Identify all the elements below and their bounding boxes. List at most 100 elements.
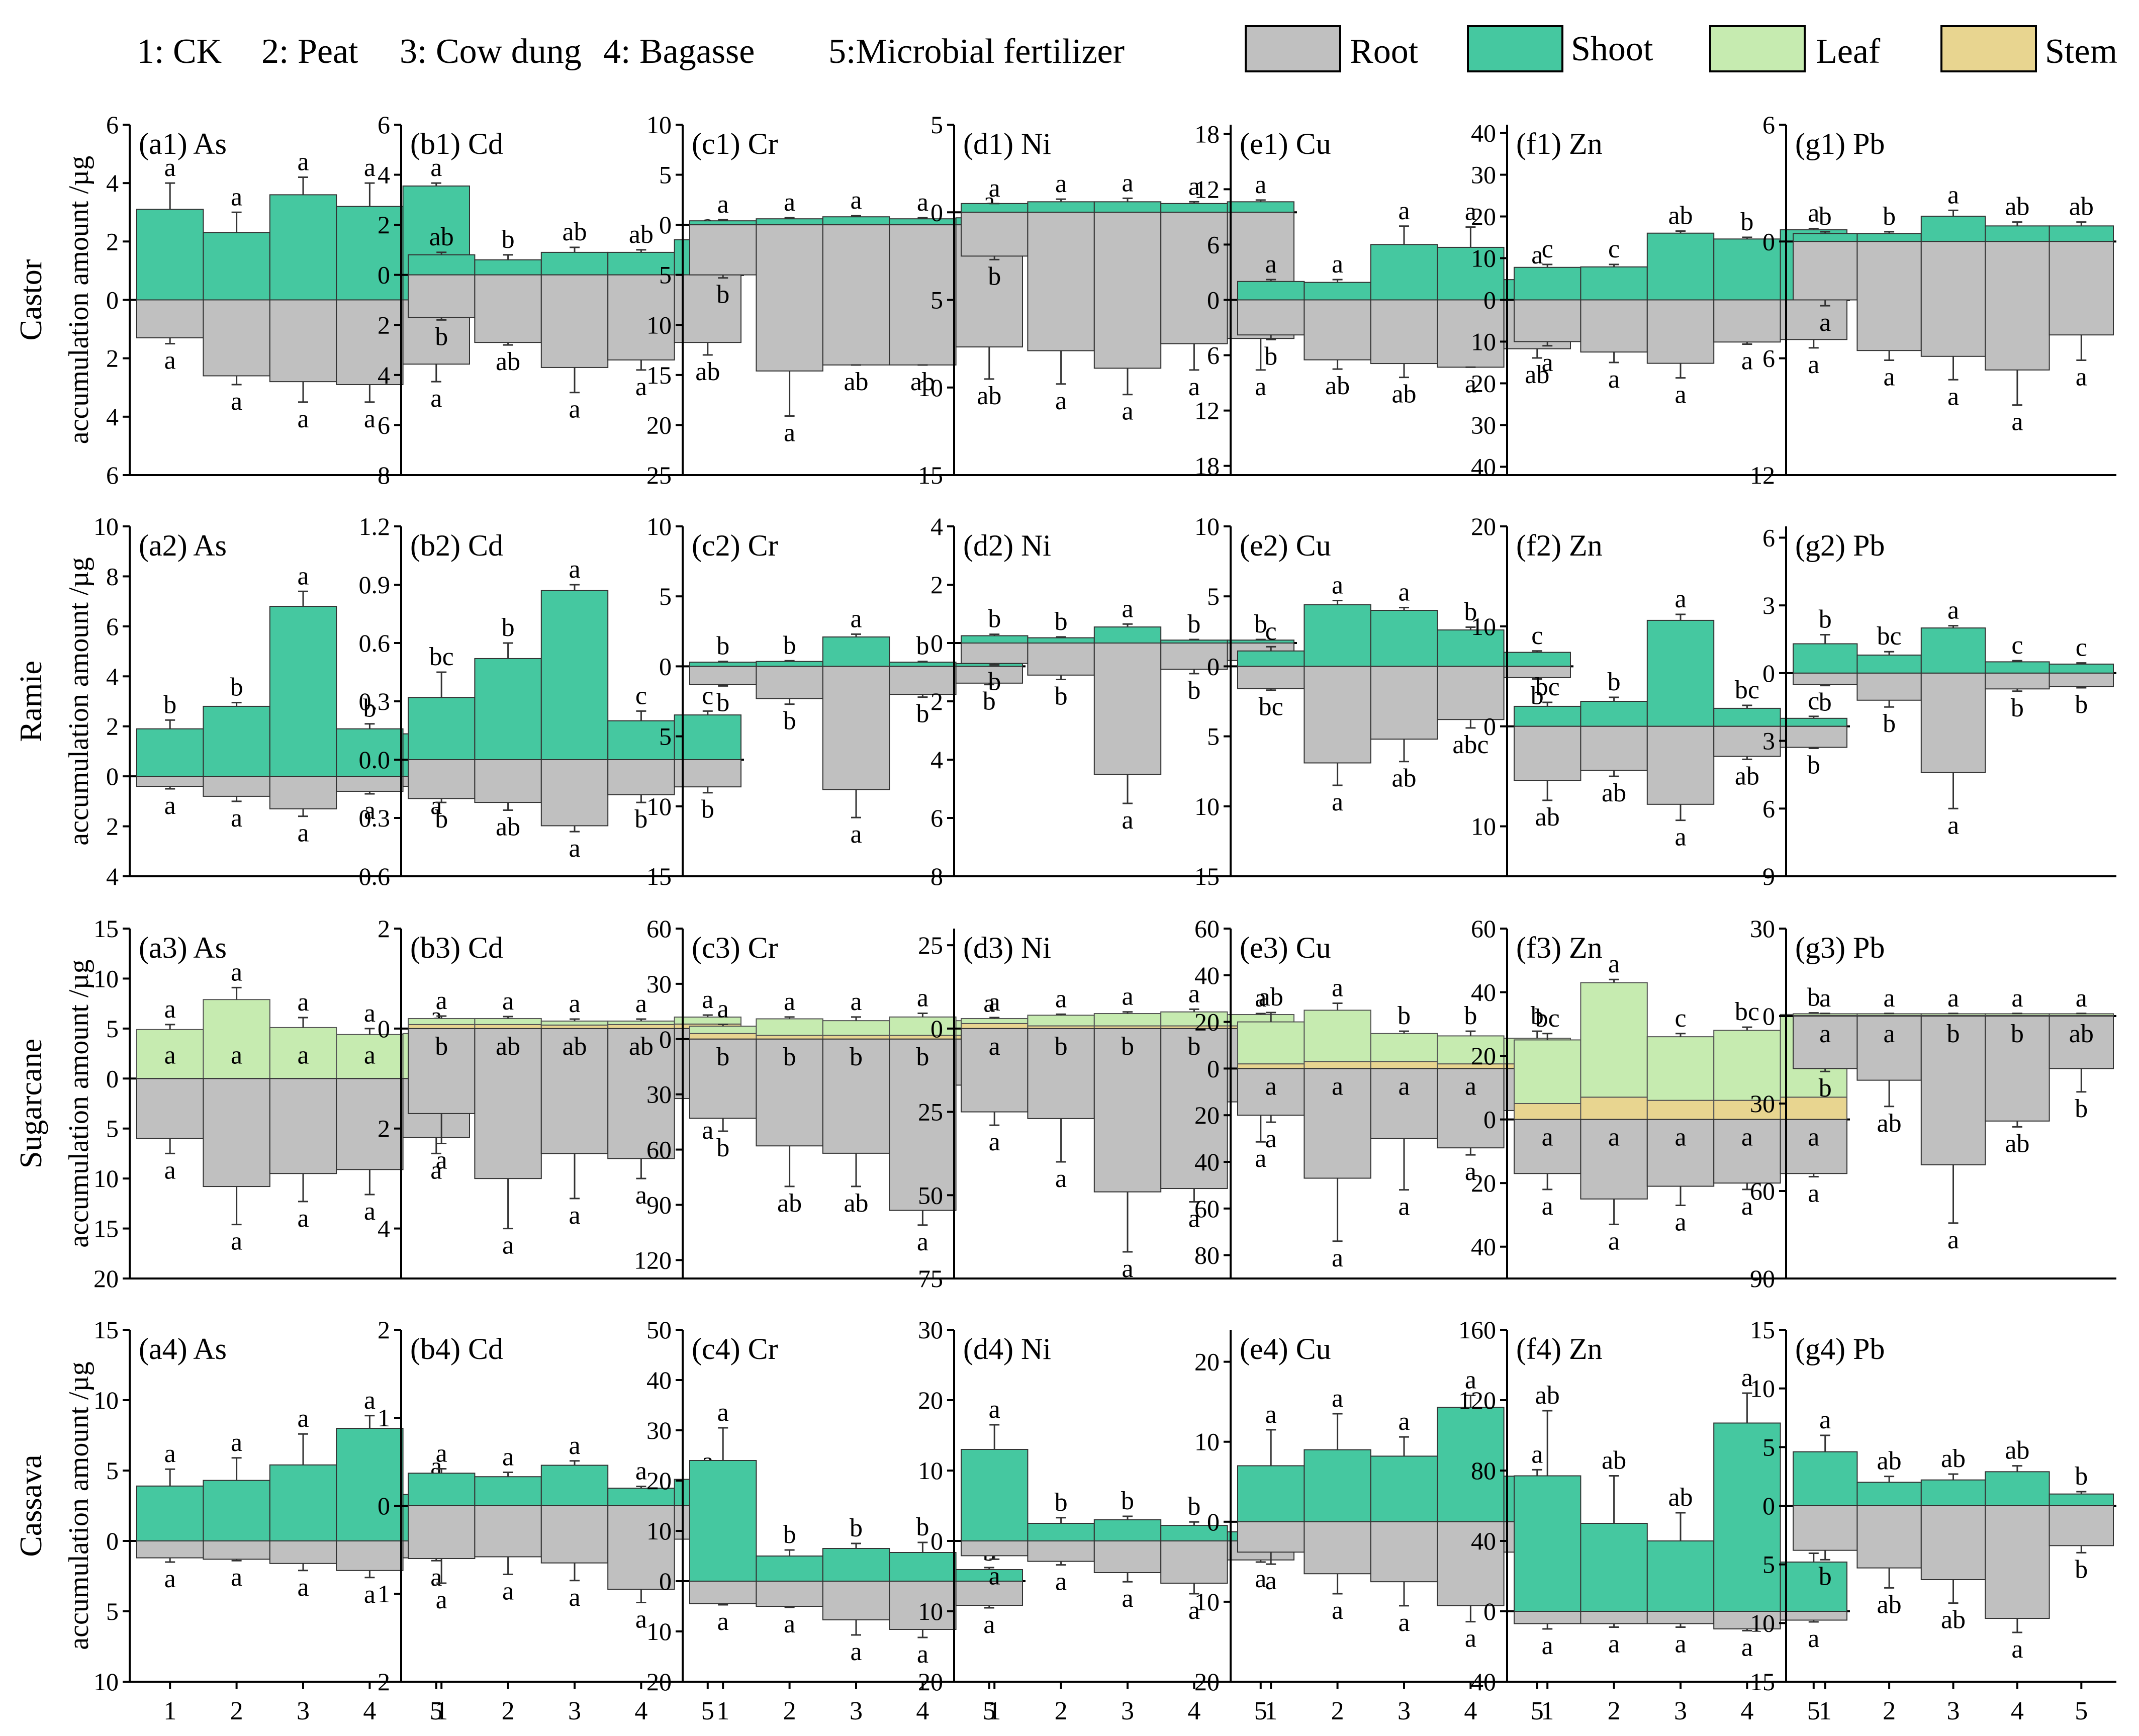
bar-root: [269, 776, 337, 809]
x-tick-label: 1: [716, 1697, 729, 1725]
y-tick-label: 20: [1471, 1042, 1496, 1070]
bar-root: [689, 1038, 757, 1119]
sig-letter-above: a: [569, 1431, 580, 1460]
bar-leaf: [474, 1018, 542, 1025]
bar-stem: [1646, 1100, 1715, 1120]
bar-leaf: [822, 1020, 890, 1036]
bar-root: [961, 643, 1029, 664]
bar-shoot: [1713, 238, 1781, 301]
y-tick-label: 4: [378, 361, 390, 389]
bar-root: [474, 274, 542, 343]
y-tick-label: 12: [1750, 461, 1775, 489]
y-tick-label: 15: [918, 461, 943, 489]
bar-shoot: [474, 1476, 542, 1506]
bar-root: [336, 1540, 404, 1571]
y-tick-label: 0: [1483, 712, 1496, 741]
sig-letter-below: ab: [496, 813, 520, 842]
sig-letter-below: abc: [1452, 730, 1489, 759]
x-tick-label: 2: [1608, 1697, 1621, 1725]
y-tick-label: 20: [1194, 1348, 1220, 1376]
bar-shoot: [1793, 1451, 1858, 1507]
sig-letter-above: a: [164, 995, 176, 1024]
sig-letter-above: a: [569, 989, 580, 1018]
y-tick-label: 0: [1483, 1597, 1496, 1625]
bar-root: [2049, 672, 2114, 687]
sig-letter-above: b: [783, 631, 796, 660]
bar-root: [1856, 672, 1922, 701]
sig-letter-above: ab: [1259, 983, 1283, 1012]
y-tick-label: 5: [106, 1115, 119, 1143]
bar-shoot: [336, 206, 404, 301]
y-tick-label: 30: [918, 1316, 943, 1344]
y-tick-label: 15: [1750, 1316, 1775, 1344]
sig-letter-below: a: [1332, 788, 1343, 816]
sig-letter-below: a: [1398, 1608, 1410, 1637]
sig-letter-above: a: [1531, 241, 1543, 269]
bar-root: [889, 666, 957, 695]
sig-letter-above: a: [784, 188, 795, 217]
bar-root: [889, 1581, 957, 1630]
sig-letter-above: a: [364, 153, 376, 182]
bar-root: [607, 759, 675, 795]
bar-shoot: [689, 220, 757, 226]
y-tick-label: 20: [646, 1668, 672, 1696]
y-tick-label: 18: [1194, 452, 1220, 480]
sig-letter-below: a: [436, 1586, 447, 1614]
bar-leaf: [540, 1020, 609, 1026]
bar-root: [1646, 299, 1715, 364]
sig-letter-above: a: [297, 148, 309, 176]
panel-title: (b4) Cd: [410, 1332, 503, 1365]
row-ramie: Ramie accumulation amount /µg108642024bab…: [14, 512, 2116, 890]
bar-root: [1304, 299, 1371, 360]
sig-letter-below: a: [1255, 1565, 1266, 1593]
y-tick-label: 0: [659, 652, 672, 680]
sig-letter-below: a: [364, 1197, 376, 1226]
panel-title: (f4) Zn: [1516, 1332, 1603, 1365]
panel-grid: Castor accumulation amount /µg6420246aaaa…: [14, 111, 2116, 1725]
sig-letter-inner-below: b: [783, 1043, 796, 1071]
sig-letter-below: a: [1608, 1227, 1620, 1255]
bar-root: [336, 299, 404, 385]
bar-root: [607, 1028, 675, 1159]
sig-letter-below: ab: [1735, 762, 1759, 790]
y-tick-label: 90: [646, 1191, 672, 1219]
sig-letter-below: a: [1332, 1244, 1343, 1272]
y-tick-label: 10: [94, 1164, 119, 1193]
y-tick-label: 10: [918, 374, 943, 402]
x-tick-label: 2: [1883, 1697, 1896, 1725]
sig-letter-below: a: [1675, 1630, 1686, 1659]
x-tick-label: 2: [783, 1697, 796, 1725]
y-tick-label: 80: [1471, 1456, 1496, 1485]
y-tick-label: 30: [1471, 411, 1496, 439]
bar-shoot: [203, 705, 270, 777]
sig-letter-above: a: [635, 989, 647, 1018]
sig-letter-below: b: [1531, 681, 1544, 710]
y-tick-label: 60: [1194, 1195, 1220, 1223]
sig-letter-below: a: [164, 346, 176, 375]
y-tick-label: 30: [646, 1080, 672, 1109]
bar-stem: [822, 1035, 890, 1040]
sig-letter-inner-below: a: [1608, 1123, 1620, 1152]
sig-letter-inner-below: ab: [496, 1032, 520, 1061]
y-tick-label: 10: [1471, 812, 1496, 841]
sig-letter-above: a: [1188, 979, 1200, 1008]
bar-shoot: [689, 662, 757, 667]
x-tick-label: 3: [297, 1697, 310, 1725]
sig-letter-below: a: [1947, 1226, 1959, 1254]
legend: 1: CK 2: Peat 3: Cow dung 4: Bagasse 5:M…: [137, 25, 2117, 72]
sig-letter-above: ab: [1602, 1446, 1626, 1475]
bar-shoot: [474, 259, 542, 276]
panel-title: (e1) Cu: [1240, 127, 1331, 160]
bar-root: [474, 1505, 542, 1558]
sig-letter-above: a: [1332, 250, 1343, 279]
y-tick-label: 10: [1194, 792, 1220, 820]
y-tick-label: 10: [918, 1456, 943, 1485]
bar-leaf: [269, 1027, 337, 1079]
legend-treatment-3: 3: Cow dung: [400, 32, 582, 71]
bar-root: [474, 1028, 542, 1179]
sig-letter-inner-below: a: [1332, 1072, 1343, 1101]
sig-letter-above: a: [231, 182, 242, 211]
bar-shoot: [1580, 701, 1648, 727]
panel-title: (d2) Ni: [963, 529, 1051, 562]
